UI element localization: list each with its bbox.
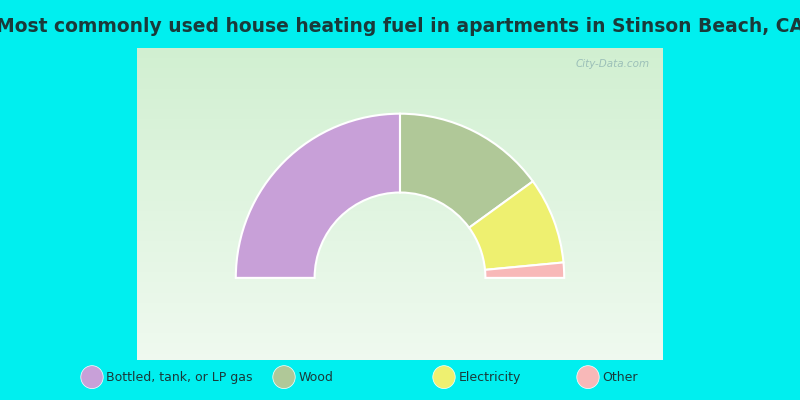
- Text: Most commonly used house heating fuel in apartments in Stinson Beach, CA: Most commonly used house heating fuel in…: [0, 17, 800, 36]
- Wedge shape: [485, 262, 564, 278]
- Text: Other: Other: [602, 371, 638, 384]
- Text: City-Data.com: City-Data.com: [575, 60, 650, 70]
- Text: Bottled, tank, or LP gas: Bottled, tank, or LP gas: [106, 371, 253, 384]
- Ellipse shape: [577, 366, 599, 388]
- Wedge shape: [400, 114, 533, 228]
- Text: Electricity: Electricity: [458, 371, 521, 384]
- Wedge shape: [236, 114, 400, 278]
- Ellipse shape: [433, 366, 455, 388]
- Text: Wood: Wood: [298, 371, 334, 384]
- Wedge shape: [469, 181, 563, 270]
- Ellipse shape: [273, 366, 295, 388]
- Ellipse shape: [81, 366, 103, 388]
